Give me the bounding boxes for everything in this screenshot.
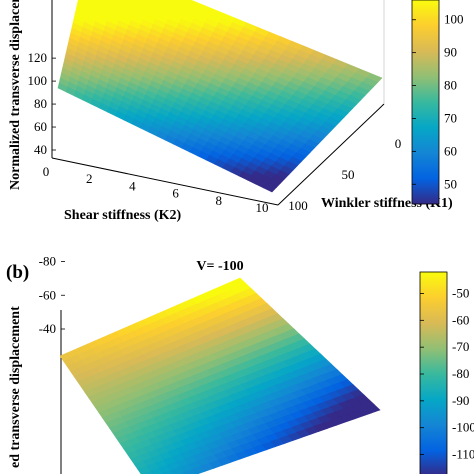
panel-a-colorbar-label: 90 <box>444 45 457 60</box>
panel-b-colorbar <box>419 271 448 474</box>
panel-a-ztick-label: 80 <box>34 96 47 111</box>
panel-b: -40 -60 -80 -100 -120 (b) V= -100 ed transve… <box>6 186 474 474</box>
panel-a-xtick-label: 6 <box>172 186 179 201</box>
panel-b-colorbar-label: -110 <box>452 447 474 462</box>
panel-a-colorbar-label: 50 <box>444 176 457 191</box>
panel-a-surface-patch <box>263 183 277 193</box>
panel-b-ztick-label: -100 <box>32 220 56 235</box>
panel-b-ticks: -40 -60 -80 -100 -120 <box>32 186 65 336</box>
panel-a-ytick-label: 50 <box>342 167 355 182</box>
panel-b-surface-patch <box>191 466 206 474</box>
panel-a-ytick-label: 0 <box>395 136 402 151</box>
panel-b-ztick-label: -80 <box>39 254 56 269</box>
panel-a-xtick-label: 10 <box>256 200 269 215</box>
panel-a-colorbar-label: 60 <box>444 143 457 158</box>
panel-b-colorbar-label: -100 <box>452 420 474 435</box>
panel-b-ztick-label: -60 <box>39 287 56 302</box>
panel-b-colorbar-label: -70 <box>452 339 469 354</box>
panel-b-surface-patch <box>182 469 196 474</box>
panel-b-colorbar-label: -90 <box>452 393 469 408</box>
panel-a-xtick-label: 2 <box>86 171 93 186</box>
panel-a-colorbar-label: 100 <box>444 12 464 27</box>
panel-b-colorbar-ticks: -50 -60 -70 -80 -90 -100 -110 <box>420 285 474 462</box>
panel-b-ztick-label: -120 <box>32 186 56 201</box>
panel-a-surface <box>57 0 383 193</box>
panel-a-colorbar-label: 70 <box>444 110 457 125</box>
panel-b-title: V= -100 <box>196 259 243 274</box>
panel-b-surface-patch <box>137 465 151 474</box>
panel-b-label: (b) <box>6 262 29 283</box>
panel-a-yaxis-line <box>277 103 385 206</box>
panel-b-zlabel: ed transverse displacement <box>8 306 23 468</box>
panel-a-ztick-label: 60 <box>34 119 47 134</box>
panel-a-xlabel: Shear stiffness (K2) <box>64 208 182 223</box>
panel-a-ztick-label: 40 <box>34 142 47 157</box>
panel-b-ztick-label: -40 <box>39 321 56 336</box>
panel-a-colorbar-ticks: 50 60 70 80 90 100 <box>412 12 464 191</box>
panel-b-surface-patch <box>149 468 163 474</box>
panel-a-colorbar <box>411 0 440 205</box>
panel-a-zlabel: Normalized transverse displacement <box>8 0 23 190</box>
panel-a-ztick-label: 100 <box>28 73 48 88</box>
panel-b-colorbar-label: -50 <box>452 285 469 300</box>
panel-b-surface-patch <box>170 467 184 474</box>
panel-b-colorbar-label: -80 <box>452 366 469 381</box>
panel-b-colorbar-label: -60 <box>452 312 469 327</box>
panel-a-ytick-label: 100 <box>288 198 308 213</box>
panel-b-surface <box>59 277 381 474</box>
panel-a-xtick-label: 4 <box>129 178 136 193</box>
panel-a-xtick-label: 0 <box>43 164 50 179</box>
panel-a-xaxis-line <box>51 157 279 206</box>
panel-a-ztick-label: 120 <box>28 50 48 65</box>
panel-a-colorbar-label: 80 <box>444 78 457 93</box>
panel-a-xtick-label: 8 <box>216 193 223 208</box>
